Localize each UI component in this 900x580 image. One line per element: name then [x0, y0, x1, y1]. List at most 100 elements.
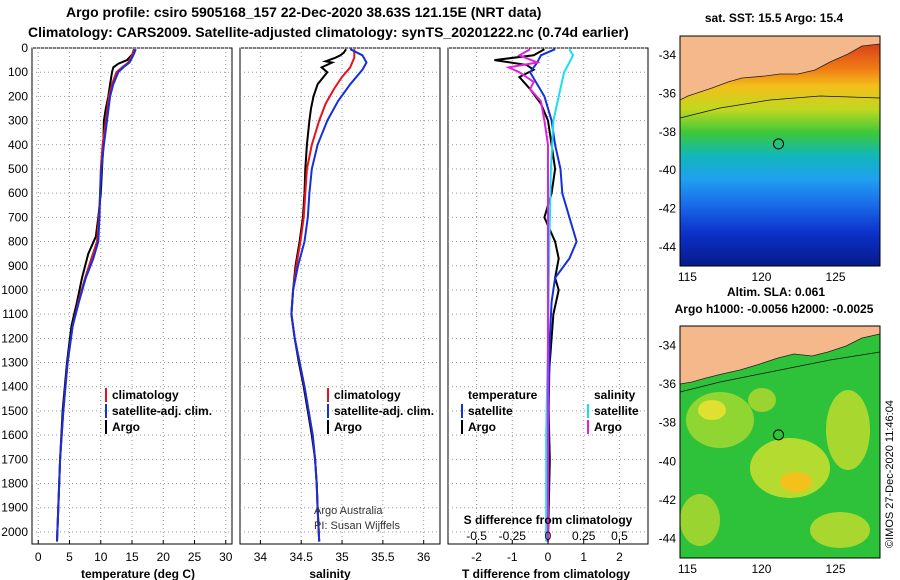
legend-argo: Argo: [334, 420, 362, 434]
y-tick-label: 400: [8, 138, 28, 152]
legend-satellite-adj: satellite-adj. clim.: [112, 404, 212, 418]
y-tick-label: 1900: [1, 501, 28, 515]
y-tick-label: 500: [8, 162, 28, 176]
series-line-temperature-argo: [494, 48, 560, 542]
map-y-tick-label: -44: [659, 240, 677, 254]
legend-sal-satellite: satellite: [594, 404, 639, 418]
map-x-tick-label: 120: [751, 562, 771, 576]
y-tick-label: 600: [8, 186, 28, 200]
y-tick-label: 800: [8, 235, 28, 249]
legend-climatology: climatology: [334, 388, 401, 402]
x-tick-label: 35: [335, 550, 349, 564]
map-x-tick-label: 125: [826, 562, 846, 576]
x-tick-label: 0: [545, 550, 552, 564]
series-line-satellite-adj-clim-: [56, 48, 137, 542]
y-tick-label: 100: [8, 65, 28, 79]
top-tick-label: 0: [545, 529, 552, 543]
y-tick-label: 1800: [1, 477, 28, 491]
legend-satellite-adj: satellite-adj. clim.: [334, 404, 434, 418]
top-tick-label: -0.5: [466, 529, 487, 543]
map-y-tick-label: -44: [659, 532, 677, 546]
map-x-tick-label: 115: [678, 562, 697, 576]
x-tick-label: -2: [471, 550, 482, 564]
map-x-tick-label: 115: [678, 270, 697, 284]
top-tick-label: 0.25: [572, 529, 596, 543]
x-axis-label-difference: T difference from climatology: [462, 567, 630, 580]
x-tick-label: 35.5: [371, 550, 395, 564]
argo-position-marker: [773, 138, 785, 150]
map-x-tick-label: 120: [751, 270, 771, 284]
sla-map-subtitle: Argo h1000: -0.0056 h2000: -0.0025: [675, 302, 874, 316]
x-tick-label: 1: [580, 550, 587, 564]
top-tick-label: -0.25: [499, 529, 527, 543]
legend-temperature-title: temperature: [468, 388, 538, 402]
legend-salinity-title: salinity: [594, 388, 636, 402]
temperature-legend: climatology satellite-adj. clim. Argo: [105, 388, 212, 434]
y-tick-label: 1400: [1, 380, 28, 394]
series-line-salinity-argo: [505, 48, 549, 542]
x-tick-label: 30: [219, 550, 233, 564]
top-axis-label: S difference from climatology: [464, 513, 633, 527]
y-tick-label: 1600: [1, 428, 28, 442]
x-tick-label: 34.5: [290, 550, 314, 564]
annotation-pi: PI: Susan Wijffels: [314, 520, 400, 532]
map-x-tick-label: 125: [826, 270, 846, 284]
x-tick-label: 15: [125, 550, 139, 564]
series-line-climatology: [56, 48, 136, 542]
x-tick-label: 34: [254, 550, 268, 564]
salinity-panel-frame: [239, 47, 441, 545]
sst-map-title: sat. SST: 15.5 Argo: 15.4: [705, 11, 844, 25]
legend-climatology: climatology: [112, 388, 179, 402]
series-line-climatology: [290, 49, 356, 542]
sla-map: [679, 325, 881, 559]
x-axis-label-temperature: temperature (deg C): [81, 567, 195, 580]
sst-contour: [679, 95, 881, 119]
legend-argo: Argo: [112, 420, 140, 434]
x-tick-label: 36: [417, 550, 431, 564]
y-tick-label: 200: [8, 89, 28, 103]
y-tick-label: 700: [8, 210, 28, 224]
y-tick-label: 300: [8, 114, 28, 128]
sla-contour: [679, 351, 881, 393]
x-tick-label: 20: [157, 550, 171, 564]
x-tick-label: 25: [188, 550, 202, 564]
y-tick-label: 1300: [1, 356, 28, 370]
map-y-tick-label: -34: [659, 338, 677, 352]
sst-land: [679, 35, 881, 101]
chart-title-line2: Climatology: CARS2009. Satellite-adjuste…: [28, 24, 629, 40]
y-tick-label: 0: [21, 41, 28, 55]
map-y-tick-label: -36: [659, 87, 677, 101]
y-tick-label: 1700: [1, 452, 28, 466]
sst-map: [679, 35, 881, 267]
argo-position-marker: [773, 429, 785, 441]
x-tick-label: 0: [35, 550, 42, 564]
series-line-satellite-adj-clim-: [290, 48, 368, 542]
map-y-tick-label: -34: [659, 48, 677, 62]
y-tick-label: 1500: [1, 404, 28, 418]
x-tick-label: 2: [616, 550, 623, 564]
map-y-tick-label: -40: [659, 454, 677, 468]
x-tick-label: 5: [66, 550, 73, 564]
map-y-tick-label: -42: [659, 202, 677, 216]
sla-land: [679, 325, 881, 385]
series-line-argo: [56, 48, 135, 542]
y-tick-label: 1100: [2, 307, 28, 321]
y-tick-label: 2000: [1, 525, 28, 539]
map-y-tick-label: -42: [659, 493, 677, 507]
legend-temp-satellite: satellite: [468, 404, 513, 418]
x-axis-label-salinity: salinity: [309, 567, 351, 580]
annotation-argo-australia: Argo Australia: [314, 505, 383, 517]
map-y-tick-label: -40: [659, 163, 677, 177]
chart-title-line1: Argo profile: csiro 5905168_157 22-Dec-2…: [66, 4, 542, 20]
y-tick-label: 1000: [1, 283, 28, 297]
map-y-tick-label: -38: [659, 416, 677, 430]
top-tick-label: 0.5: [611, 529, 628, 543]
legend-temp-argo: Argo: [468, 420, 496, 434]
x-tick-label: 10: [94, 550, 108, 564]
series-line-temperature-satellite: [528, 48, 578, 542]
y-tick-label: 900: [8, 259, 28, 273]
credit-label: ©IMOS 27-Dec-2020 11:46:04: [884, 400, 896, 548]
map-y-tick-label: -36: [659, 377, 677, 391]
map-y-tick-label: -38: [659, 125, 677, 139]
legend-sal-argo: Argo: [594, 420, 622, 434]
